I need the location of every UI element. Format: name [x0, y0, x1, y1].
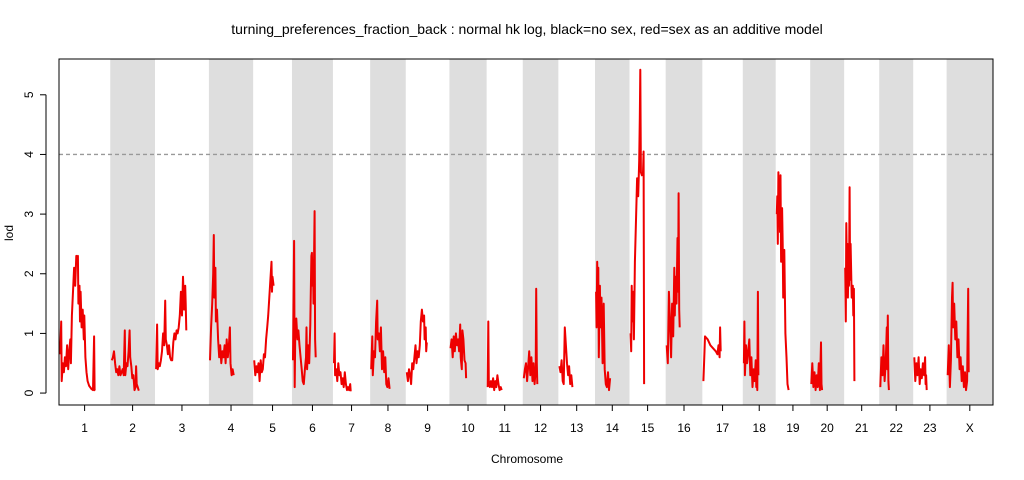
lod-curve-chr-6 — [292, 210, 317, 389]
x-tick-label-18: 18 — [753, 421, 767, 435]
lod-curve-chr-14 — [595, 260, 612, 392]
lod-curve-chr-7 — [333, 332, 352, 392]
x-tick-label-11: 11 — [498, 421, 511, 435]
chromosome-band-22 — [879, 59, 914, 405]
lod-curve-chr-18 — [742, 290, 760, 392]
x-tick-label-19: 19 — [786, 421, 800, 435]
y-tick-label-0: 0 — [22, 389, 36, 396]
lod-curve-chr-2 — [110, 329, 140, 392]
x-tick-label-20: 20 — [820, 421, 834, 435]
x-tick-label-7: 7 — [348, 421, 355, 435]
chromosome-band-10 — [449, 59, 487, 405]
chromosome-band-14 — [595, 59, 630, 405]
chromosome-band-6 — [291, 59, 333, 405]
chromosome-bands — [110, 59, 993, 405]
x-tick-label-9: 9 — [424, 421, 431, 435]
y-tick-label-1: 1 — [22, 330, 36, 337]
lod-curve-chr-9 — [405, 308, 428, 386]
x-tick-label-17: 17 — [716, 421, 730, 435]
lod-curve-chr-15 — [629, 68, 646, 385]
x-tick-label-10: 10 — [461, 421, 475, 435]
x-tick-label-1: 1 — [81, 421, 88, 435]
lod-curve-chr-20 — [810, 341, 824, 392]
lod-curve-chr-13 — [558, 326, 574, 388]
x-tick-label-21: 21 — [855, 421, 869, 435]
lod-curve-chr-X — [946, 281, 970, 392]
x-tick-label-2: 2 — [129, 421, 136, 435]
lod-curve-chr-5 — [253, 260, 275, 383]
lod-curve-chr-10 — [449, 323, 468, 379]
lod-curve-chr-22 — [879, 314, 890, 391]
x-tick-label-4: 4 — [228, 421, 235, 435]
x-axis: 1 2 3 4 5 6 7 8 9 10 11 12 13 14 15 16 17 18 19 20 21 22 23 X — [81, 405, 974, 435]
lod-curve-chr-21 — [844, 186, 856, 382]
x-tick-label-X: X — [966, 421, 974, 435]
y-tick-label-4: 4 — [22, 151, 36, 158]
x-tick-label-13: 13 — [570, 421, 584, 435]
x-tick-label-14: 14 — [606, 421, 620, 435]
lod-curve-chr-4 — [209, 234, 235, 377]
lod-curve-chr-17 — [702, 326, 722, 382]
plot-frame — [58, 58, 994, 406]
x-tick-label-15: 15 — [641, 421, 655, 435]
x-axis-label: Chromosome — [491, 452, 563, 466]
lod-curve-chr-8 — [370, 299, 391, 390]
lod-curve-chr-12 — [522, 287, 539, 386]
x-tick-label-23: 23 — [923, 421, 937, 435]
chromosome-band-20 — [810, 59, 845, 405]
x-tick-label-8: 8 — [385, 421, 392, 435]
chart-title: turning_preferences_fraction_back : norm… — [231, 21, 822, 37]
y-tick-label-5: 5 — [22, 91, 36, 98]
lod-curve-chr-3 — [155, 275, 188, 371]
y-axis: 0 1 2 3 4 5 — [22, 91, 47, 396]
chromosome-band-X — [946, 59, 993, 405]
lod-curve-chr-11 — [486, 320, 503, 392]
lod-series — [59, 68, 970, 392]
lod-curve-chr-1 — [59, 254, 96, 392]
y-axis-label: lod — [2, 225, 16, 241]
lod-curve-chr-19 — [775, 171, 790, 391]
y-tick-label-2: 2 — [22, 270, 36, 277]
lod-curve-chr-16 — [665, 192, 681, 365]
x-tick-label-6: 6 — [309, 421, 316, 435]
x-tick-label-12: 12 — [534, 421, 548, 435]
chromosome-band-12 — [522, 59, 559, 405]
x-tick-label-16: 16 — [677, 421, 691, 435]
x-tick-label-22: 22 — [890, 421, 904, 435]
x-tick-label-5: 5 — [269, 421, 276, 435]
x-tick-label-3: 3 — [179, 421, 186, 435]
chromosome-band-2 — [110, 59, 155, 405]
y-tick-label-3: 3 — [22, 210, 36, 217]
lod-curve-chr-23 — [913, 356, 928, 391]
